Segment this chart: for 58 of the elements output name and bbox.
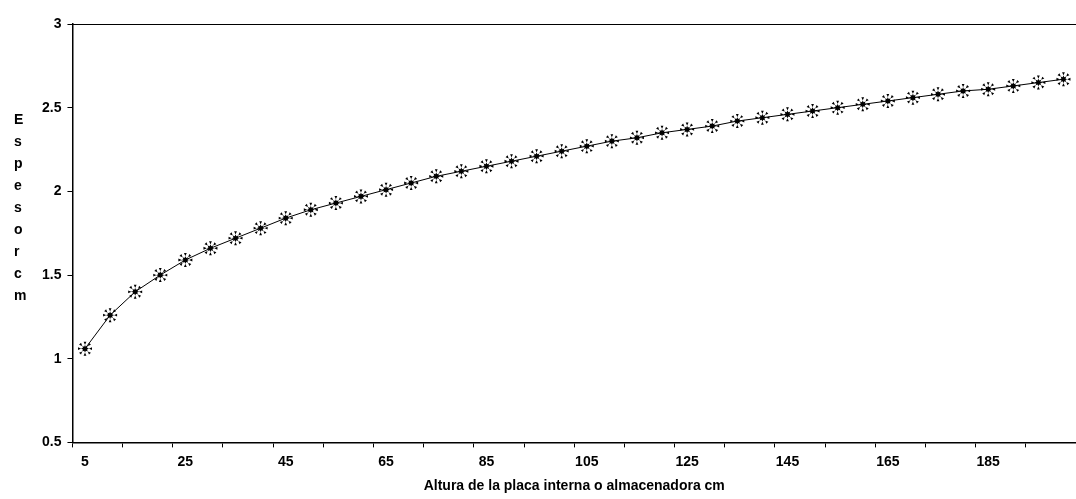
x-tick-label: 5 <box>81 452 90 469</box>
point <box>604 134 619 149</box>
point <box>379 182 394 197</box>
point <box>328 196 343 211</box>
point <box>429 169 444 184</box>
x-tick-label: 125 <box>675 452 700 469</box>
x-tick-label: 65 <box>378 452 395 469</box>
point <box>655 125 670 140</box>
point <box>303 202 318 217</box>
point <box>680 122 695 137</box>
point <box>830 100 845 115</box>
point <box>78 341 93 356</box>
point <box>931 87 946 102</box>
point <box>905 90 920 105</box>
y-tick-label: 0.5 <box>41 433 62 450</box>
point <box>780 107 795 122</box>
x-axis-title: Altura de la placa interna o almacenadora cm <box>423 477 725 494</box>
x-tick-label: 85 <box>478 452 495 469</box>
point <box>128 284 143 299</box>
point <box>454 164 469 179</box>
point <box>1006 78 1021 93</box>
point <box>629 130 644 145</box>
point <box>1031 75 1046 90</box>
y-tick-label: 1.5 <box>41 265 62 282</box>
point <box>805 104 820 119</box>
point <box>228 231 243 246</box>
y-tick-label: 2 <box>53 182 62 199</box>
point <box>529 149 544 164</box>
x-tick-label: 25 <box>177 452 194 469</box>
point <box>203 241 218 256</box>
point <box>1056 72 1071 87</box>
point <box>981 82 996 97</box>
y-tick-label: 2.5 <box>41 98 62 115</box>
point <box>554 144 569 159</box>
point <box>353 189 368 204</box>
text: Espesor cm <box>14 111 27 303</box>
point <box>404 175 419 190</box>
point <box>153 268 168 283</box>
x-tick-label: 45 <box>277 452 294 469</box>
point <box>278 211 293 226</box>
y-tick-label: 1 <box>53 349 62 366</box>
point <box>705 119 720 134</box>
point <box>880 93 895 108</box>
x-tick-label: 145 <box>775 452 800 469</box>
point <box>504 154 519 169</box>
point <box>730 114 745 129</box>
point <box>579 139 594 154</box>
x-tick-label: 165 <box>876 452 900 469</box>
point <box>178 252 193 267</box>
point <box>755 110 770 125</box>
point <box>103 308 118 323</box>
x-tick-label: 105 <box>575 452 599 469</box>
point <box>479 159 494 174</box>
point <box>253 221 268 236</box>
y-tick-label: 3 <box>53 14 62 31</box>
point <box>956 83 971 98</box>
point <box>855 97 870 112</box>
x-tick-label: 185 <box>976 452 1001 469</box>
